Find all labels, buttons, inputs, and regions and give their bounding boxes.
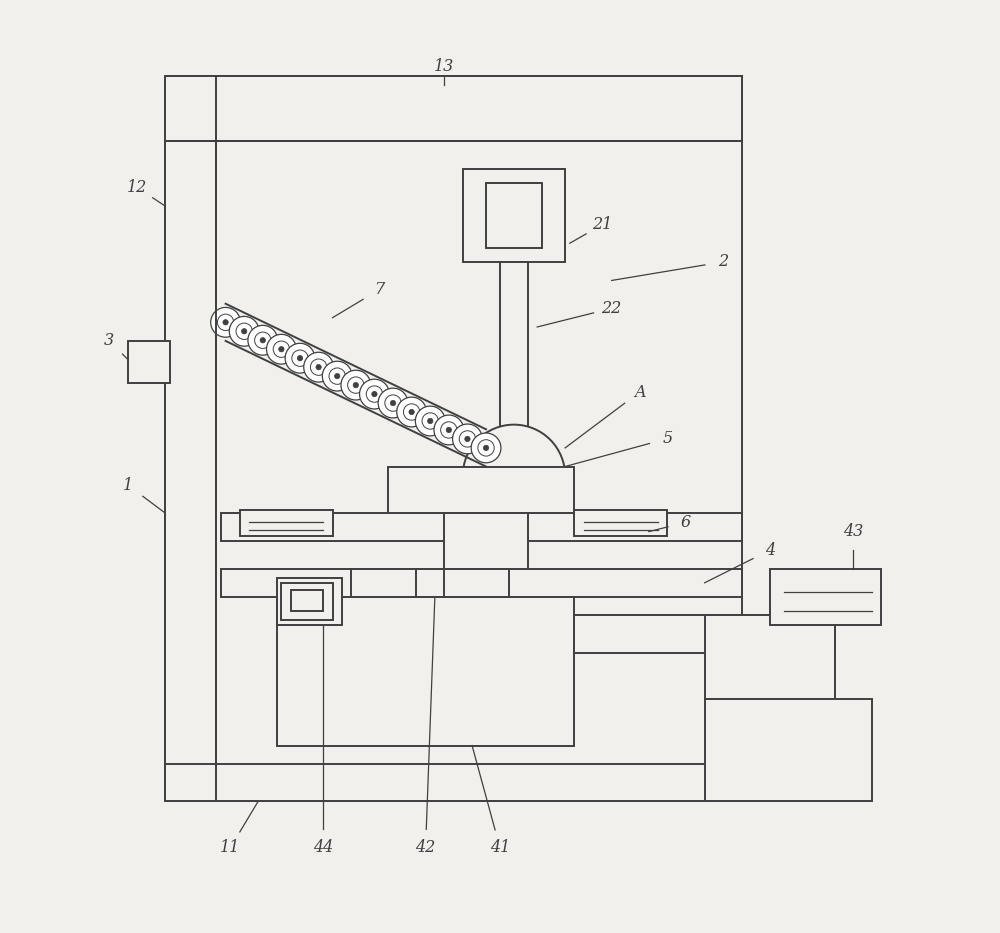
Circle shape [285, 343, 315, 373]
Text: 43: 43 [843, 523, 864, 540]
Circle shape [335, 373, 340, 379]
Text: 21: 21 [592, 216, 612, 233]
Circle shape [248, 326, 278, 355]
Circle shape [322, 361, 352, 391]
Bar [128, 341, 170, 383]
Bar [351, 569, 416, 597]
Text: 1: 1 [123, 477, 133, 494]
Bar [705, 699, 872, 801]
Circle shape [378, 388, 408, 418]
Text: 12: 12 [127, 179, 147, 196]
Circle shape [260, 338, 265, 343]
Bar [388, 466, 574, 513]
Text: A: A [634, 383, 645, 400]
Text: 41: 41 [490, 840, 510, 856]
Bar [221, 569, 742, 597]
Circle shape [390, 400, 396, 406]
Circle shape [428, 418, 433, 424]
Bar [277, 578, 342, 624]
Bar [281, 583, 333, 620]
Circle shape [409, 410, 414, 414]
Text: 4: 4 [765, 542, 775, 559]
Circle shape [304, 353, 333, 382]
Circle shape [223, 320, 228, 325]
Bar [705, 616, 835, 699]
Circle shape [341, 370, 371, 400]
Text: 13: 13 [434, 58, 454, 75]
Text: 5: 5 [662, 430, 673, 447]
Circle shape [372, 392, 377, 397]
Circle shape [297, 355, 303, 361]
Bar [240, 510, 333, 536]
Bar [165, 76, 742, 801]
Bar [486, 183, 542, 248]
Bar [221, 513, 742, 541]
Circle shape [446, 427, 452, 433]
Text: 42: 42 [415, 840, 436, 856]
Text: 7: 7 [374, 281, 384, 299]
Text: 44: 44 [313, 840, 333, 856]
Bar [574, 616, 835, 652]
Circle shape [483, 445, 489, 451]
Bar [165, 764, 742, 801]
Circle shape [415, 406, 445, 436]
Bar [463, 169, 565, 262]
Circle shape [229, 316, 259, 346]
Bar [444, 513, 528, 569]
Circle shape [267, 334, 296, 364]
Bar [444, 569, 509, 597]
Circle shape [211, 308, 240, 337]
Bar [165, 76, 216, 801]
Circle shape [360, 379, 389, 409]
Circle shape [397, 397, 427, 427]
Circle shape [453, 424, 482, 453]
Bar [500, 262, 528, 448]
Bar [277, 597, 574, 745]
Bar [165, 76, 742, 141]
Bar [574, 510, 667, 536]
Circle shape [316, 365, 321, 369]
Circle shape [465, 437, 470, 441]
Bar [770, 569, 881, 624]
Circle shape [279, 346, 284, 352]
Text: 2: 2 [718, 254, 728, 271]
Circle shape [463, 425, 565, 527]
Text: 22: 22 [602, 299, 622, 317]
Bar [291, 591, 323, 611]
Text: 3: 3 [104, 332, 114, 350]
Circle shape [434, 415, 464, 445]
Circle shape [242, 328, 247, 334]
Text: 6: 6 [681, 514, 691, 531]
Circle shape [353, 383, 358, 388]
Circle shape [471, 433, 501, 463]
Text: 11: 11 [220, 840, 240, 856]
Bar [481, 448, 547, 504]
